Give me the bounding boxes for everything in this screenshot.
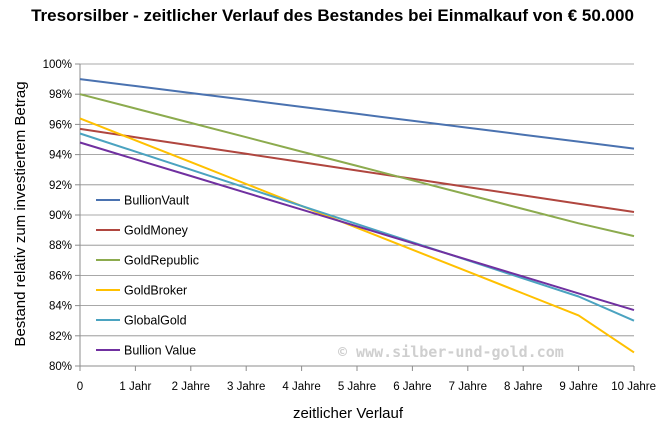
x-axis-title: zeitlicher Verlauf [293, 405, 404, 422]
x-tick-label: 4 Jahre [282, 381, 320, 393]
y-tick-label: 84% [49, 301, 72, 313]
series-line-goldrepublic [79, 93, 635, 238]
legend-item: Bullion Value [96, 344, 196, 358]
series-lines [79, 78, 635, 354]
legend-label: GoldRepublic [124, 254, 199, 268]
y-tick-label: 96% [49, 119, 72, 131]
series-line-bullion-value [79, 141, 635, 312]
watermark-text: © www.silber-und-gold.com [338, 343, 564, 361]
x-tick-label: 2 Jahre [172, 381, 210, 393]
y-tick-label: 90% [49, 210, 72, 222]
legend-item: BullionVault [96, 194, 190, 208]
x-tick-labels: 0 1 Jahr 2 Jahre 3 Jahre 4 Jahre 5 Jahre 6 Jah… [77, 381, 656, 393]
y-tick-label: 94% [49, 150, 72, 162]
chart-title: Tresorsilber - zeitlicher Verlauf des Be… [31, 6, 634, 25]
legend-label: GoldBroker [124, 284, 187, 298]
legend-item: GoldRepublic [96, 254, 199, 268]
grid-lines [80, 63, 634, 337]
y-tick-label: 98% [49, 89, 72, 101]
series-line-goldmoney [79, 127, 635, 213]
legend-label: Bullion Value [124, 344, 196, 358]
legend-item: GoldMoney [96, 224, 189, 238]
legend-item: GlobalGold [96, 314, 187, 328]
y-tick-label: 80% [49, 361, 72, 373]
x-tick-label: 10 Jahre [611, 381, 656, 393]
y-tick-labels: 80% 82% 84% 86% 88% 90% 92% 94% 96% 98% 100% [43, 59, 72, 373]
legend: BullionVault GoldMoney GoldRepublic GoldBro… [96, 194, 199, 358]
y-tick-label: 88% [49, 240, 72, 252]
series-line-bullionvault [79, 78, 635, 150]
y-tick-label: 100% [43, 59, 72, 71]
x-tick-label: 3 Jahre [227, 381, 265, 393]
y-tick-label: 86% [49, 270, 72, 282]
x-tick-label: 6 Jahre [393, 381, 431, 393]
y-tick-label: 82% [49, 331, 72, 343]
x-tick-label: 9 Jahre [559, 381, 597, 393]
legend-item: GoldBroker [96, 284, 187, 298]
y-tick-label: 92% [49, 180, 72, 192]
y-axis-title: Bestand relativ zum investiertem Betrag [12, 81, 29, 346]
x-tick-label: 0 [77, 381, 83, 393]
legend-label: GlobalGold [124, 314, 187, 328]
legend-label: GoldMoney [124, 224, 189, 238]
x-tick-label: 8 Jahre [504, 381, 542, 393]
x-tick-label: 5 Jahre [338, 381, 376, 393]
x-tick-label: 1 Jahr [119, 381, 151, 393]
legend-label: BullionVault [124, 194, 190, 208]
series-line-globalgold [79, 132, 635, 322]
axes [75, 63, 635, 371]
x-tick-label: 7 Jahre [449, 381, 487, 393]
series-line-goldbroker [79, 117, 635, 354]
